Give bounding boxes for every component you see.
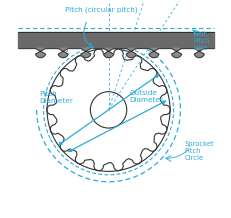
Polygon shape	[47, 49, 170, 171]
Polygon shape	[81, 48, 91, 58]
Text: Pitch
Diameter: Pitch Diameter	[39, 91, 73, 104]
Polygon shape	[194, 48, 204, 58]
Polygon shape	[126, 48, 136, 58]
Polygon shape	[149, 48, 159, 58]
Polygon shape	[104, 48, 113, 58]
Polygon shape	[172, 48, 182, 58]
Text: Outside
Diameter: Outside Diameter	[129, 90, 163, 102]
Polygon shape	[18, 32, 214, 48]
Text: Sprocket
Pitch
Circle: Sprocket Pitch Circle	[185, 141, 214, 162]
Polygon shape	[36, 48, 46, 58]
Text: Pitch (circular pitch): Pitch (circular pitch)	[65, 6, 138, 13]
Text: Belt
Pitch
Line: Belt Pitch Line	[194, 31, 210, 51]
Polygon shape	[58, 48, 68, 58]
